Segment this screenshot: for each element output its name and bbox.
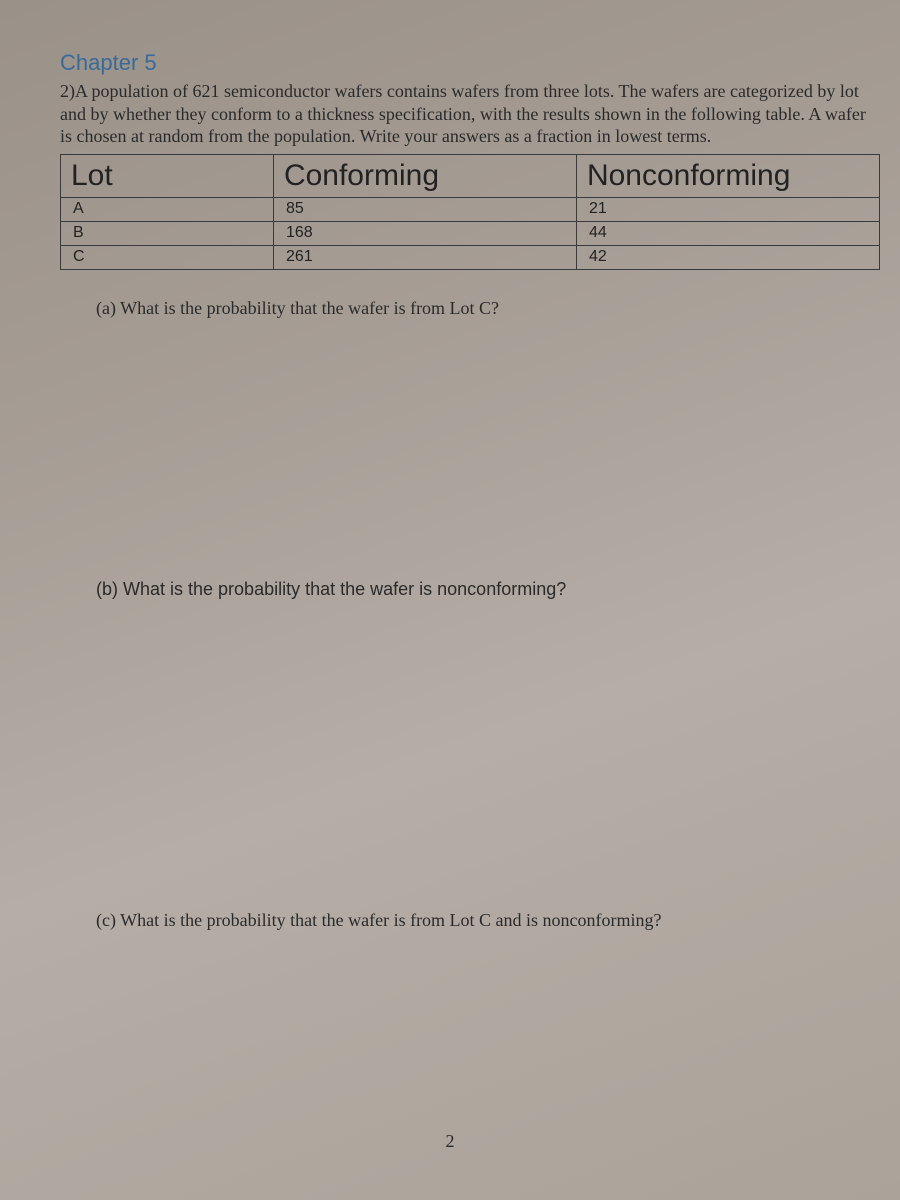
chapter-heading: Chapter 5 bbox=[60, 50, 880, 76]
problem-intro: 2)A population of 621 semiconductor wafe… bbox=[60, 80, 880, 148]
cell-lot: C bbox=[61, 245, 274, 269]
cell-nonconforming: 21 bbox=[576, 197, 879, 221]
worksheet-page: Chapter 5 2)A population of 621 semicond… bbox=[60, 50, 880, 931]
col-header-lot: Lot bbox=[61, 154, 274, 197]
table-row: C 261 42 bbox=[61, 245, 880, 269]
wafer-table: Lot Conforming Nonconforming A 85 21 B 1… bbox=[60, 154, 880, 270]
cell-nonconforming: 44 bbox=[576, 221, 879, 245]
cell-lot: B bbox=[61, 221, 274, 245]
table-header-row: Lot Conforming Nonconforming bbox=[61, 154, 880, 197]
cell-conforming: 85 bbox=[273, 197, 576, 221]
question-c: (c) What is the probability that the waf… bbox=[96, 910, 880, 931]
question-b-text: (b) What is the probability that the waf… bbox=[96, 579, 566, 599]
cell-conforming: 261 bbox=[273, 245, 576, 269]
col-header-nonconforming: Nonconforming bbox=[576, 154, 879, 197]
cell-nonconforming: 42 bbox=[576, 245, 879, 269]
cell-conforming: 168 bbox=[273, 221, 576, 245]
page-number: 2 bbox=[0, 1131, 900, 1152]
table-row: B 168 44 bbox=[61, 221, 880, 245]
question-a: (a) What is the probability that the waf… bbox=[96, 298, 880, 319]
cell-lot: A bbox=[61, 197, 274, 221]
table-row: A 85 21 bbox=[61, 197, 880, 221]
col-header-conforming: Conforming bbox=[273, 154, 576, 197]
question-b: (b) What is the probability that the waf… bbox=[96, 579, 880, 600]
